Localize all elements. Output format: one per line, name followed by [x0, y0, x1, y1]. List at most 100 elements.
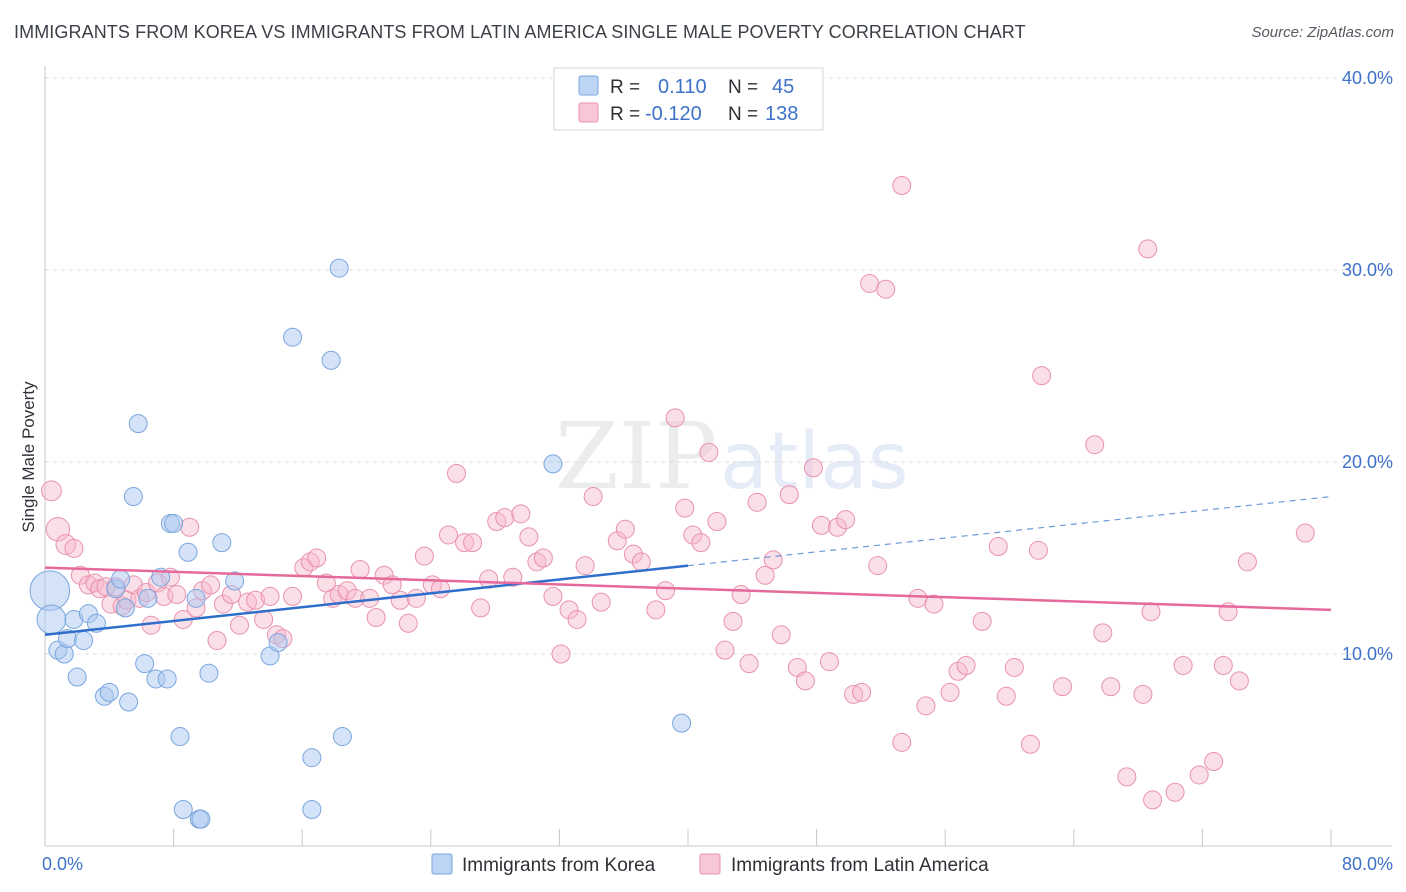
latin-america-point	[1020, 734, 1040, 754]
korea-point	[164, 513, 184, 533]
korea-point	[170, 727, 190, 747]
latin-america-point	[350, 560, 370, 580]
latin-america-point	[827, 517, 847, 537]
latin-america-point	[1229, 671, 1249, 691]
latin-america-point	[623, 544, 643, 564]
latin-america-point	[1032, 366, 1052, 386]
latin-america-point	[916, 696, 936, 716]
legend-blue-r-value: 0.110	[658, 76, 707, 98]
latin-america-point	[1085, 435, 1105, 455]
latin-america-point	[366, 608, 386, 628]
latin-america-point	[646, 600, 666, 620]
latin-america-point	[390, 590, 410, 610]
latin-america-point	[567, 609, 587, 629]
korea-point	[67, 667, 87, 687]
legend-pink-r-value: -0.120	[645, 103, 702, 125]
source-label: Source: ZipAtlas.com	[1251, 24, 1394, 41]
latin-america-point	[988, 536, 1008, 556]
latin-america-point	[755, 565, 775, 585]
latin-america-point	[1101, 677, 1121, 697]
korea-points	[29, 258, 692, 829]
latin-america-point	[631, 552, 651, 572]
latin-america-point	[972, 611, 992, 631]
latin-america-point	[924, 594, 944, 614]
latin-america-point	[940, 682, 960, 702]
latin-america-point	[551, 644, 571, 664]
series-legend-korea-swatch	[431, 853, 453, 875]
x-tick-label-min: 0.0%	[42, 854, 83, 874]
korea-point	[54, 644, 74, 664]
latin-america-point	[238, 592, 258, 612]
latin-america-point	[771, 625, 791, 645]
latin-america-point	[763, 550, 783, 570]
chart-title: IMMIGRANTS FROM KOREA VS IMMIGRANTS FROM…	[14, 22, 1026, 42]
latin-america-point	[615, 519, 635, 539]
latin-america-point	[1117, 767, 1137, 787]
latin-america-point	[876, 279, 896, 299]
latin-america-point	[1213, 656, 1233, 676]
latin-america-point	[655, 581, 675, 601]
latin-america-point	[167, 584, 187, 604]
latin-america-point	[583, 487, 603, 507]
korea-point	[212, 533, 232, 553]
x-tick-label-max: 80.0%	[1342, 854, 1393, 874]
korea-point	[138, 588, 158, 608]
latin-america-point	[683, 525, 703, 545]
latin-america-point	[852, 682, 872, 702]
y-tick-label: 10.0%	[1342, 644, 1393, 664]
latin-america-point	[691, 533, 711, 553]
legend-blue-n-value: 45	[772, 76, 794, 98]
series-legend-latin-swatch	[699, 853, 721, 875]
grid	[45, 77, 1392, 655]
latin-america-point	[699, 442, 719, 462]
correlation-legend: R = 0.110 N = 45 R = -0.120 N = 138	[553, 67, 824, 131]
latin-america-point	[283, 586, 303, 606]
latin-america-point	[811, 515, 831, 535]
korea-point	[332, 727, 352, 747]
axes	[44, 66, 1392, 847]
korea-point	[268, 632, 288, 652]
latin-america-point	[591, 592, 611, 612]
latin-america-point	[707, 512, 727, 532]
korea-point	[321, 350, 341, 370]
korea-point	[111, 569, 131, 589]
latin-america-point	[868, 556, 888, 576]
latin-america-point	[739, 654, 759, 674]
korea-point	[186, 588, 206, 608]
latin-america-point	[533, 548, 553, 568]
korea-point	[191, 809, 211, 829]
latin-america-point	[1189, 765, 1209, 785]
latin-america-trendline	[44, 566, 1332, 612]
korea-point	[199, 663, 219, 683]
latin-america-point	[471, 598, 491, 618]
latin-america-point	[246, 590, 266, 610]
legend-box	[553, 67, 824, 131]
korea-point	[283, 327, 303, 347]
latin-america-point	[414, 546, 434, 566]
legend-pink-r-label: R =	[610, 104, 640, 125]
latin-america-point	[64, 538, 84, 558]
y-tick-label: 40.0%	[1342, 68, 1393, 88]
korea-point	[329, 258, 349, 278]
latin-america-point	[201, 575, 221, 595]
latin-america-point	[1093, 623, 1113, 643]
korea-point	[128, 414, 148, 434]
latin-america-point	[892, 732, 912, 752]
latin-america-point	[41, 480, 62, 502]
latin-america-point	[747, 492, 767, 512]
korea-point	[36, 604, 67, 635]
korea-point	[173, 800, 193, 820]
latin-america-point	[511, 504, 531, 524]
legend-pink-n-label: N =	[728, 104, 758, 125]
latin-america-point	[836, 510, 856, 530]
latin-america-point	[337, 581, 357, 601]
latin-america-point	[207, 631, 227, 651]
latin-america-point	[307, 548, 327, 568]
korea-point	[672, 713, 692, 733]
series-legend: Immigrants from Korea Immigrants from La…	[431, 853, 989, 876]
latin-america-point	[406, 588, 426, 608]
latin-america-point	[996, 686, 1016, 706]
latin-america-point	[779, 485, 799, 505]
latin-america-point	[844, 684, 864, 704]
korea-point	[29, 570, 71, 611]
